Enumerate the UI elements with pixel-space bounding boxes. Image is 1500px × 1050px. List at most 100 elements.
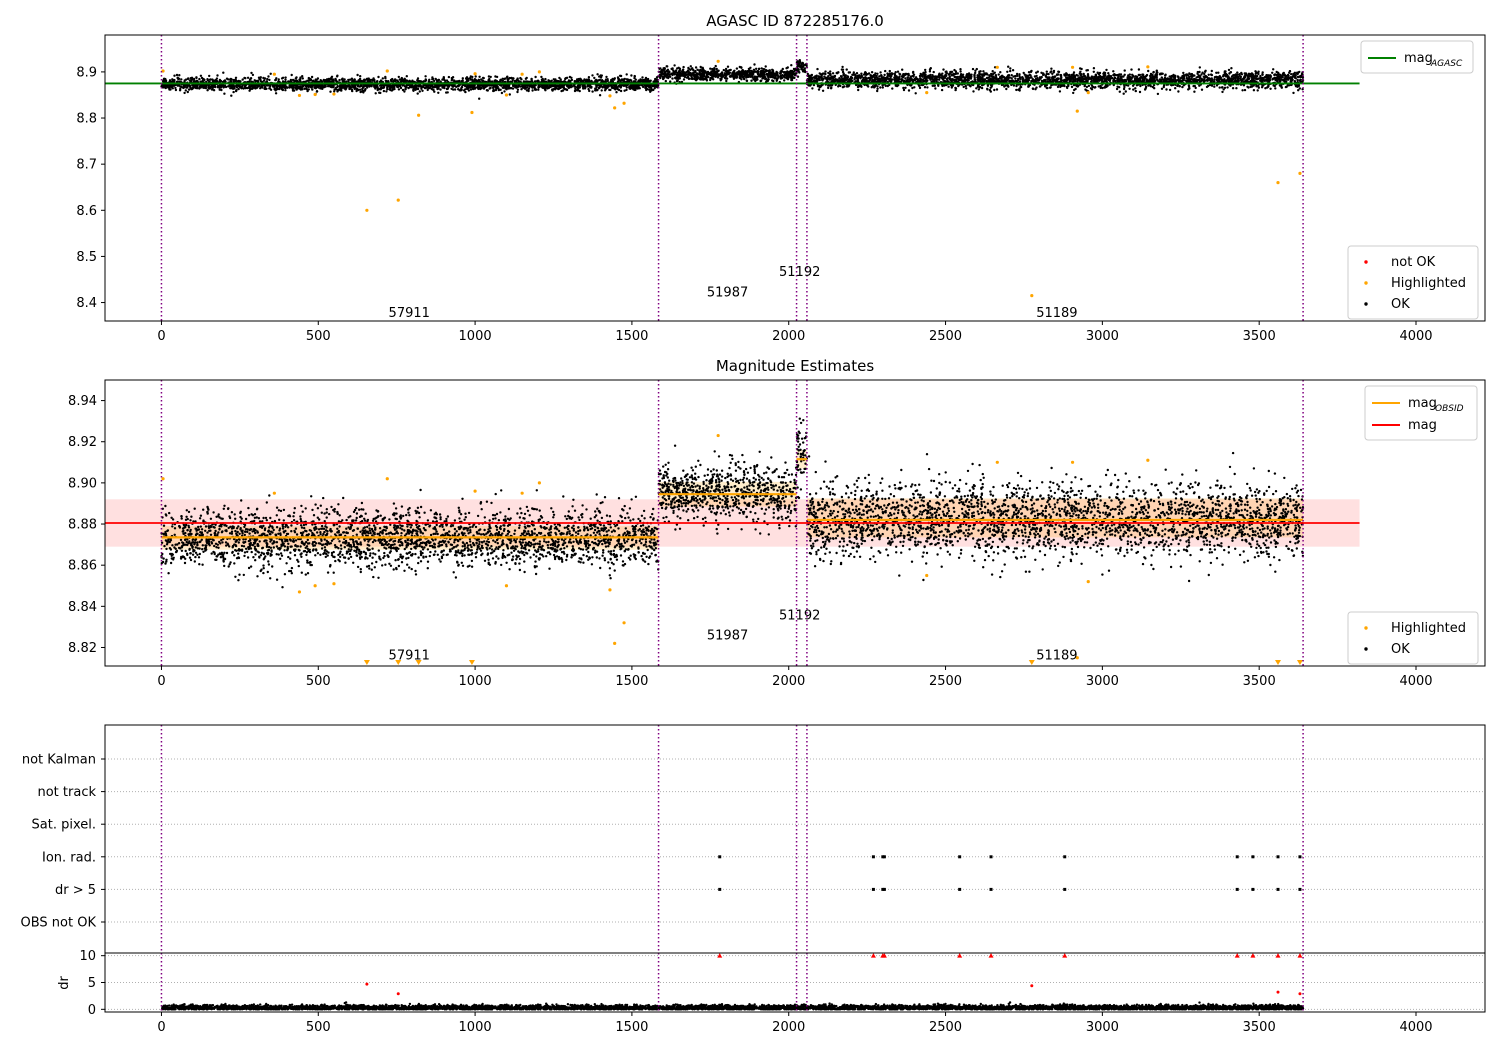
ok-point [559,78,562,81]
ok-point [830,86,833,90]
ok-point [600,89,603,92]
ok-point [1118,90,1122,93]
ok-point [593,76,596,80]
ok-point [537,85,541,89]
ok-point [432,88,435,92]
ok-point [1218,86,1221,89]
ok-point [999,71,1002,74]
ok-point [641,85,645,89]
ok-point [670,72,673,76]
ok-point [516,77,519,80]
ok-point [530,77,533,81]
ok-point [373,79,376,83]
ok-point [266,77,269,81]
ok-point [243,85,247,88]
ok-point [298,78,301,81]
ok-point [876,87,879,91]
ok-point [505,76,509,79]
ok-point [654,77,657,81]
ok-point [233,85,236,88]
ok-point [1122,87,1126,91]
ok-point [399,86,403,90]
ok-point [231,85,234,88]
ok-point [242,87,245,90]
ok-point [465,76,469,79]
ok-point [338,78,341,82]
ok-point [232,78,235,82]
ok-point [162,85,165,88]
ok-point [565,88,568,91]
ok-point [499,78,502,82]
ok-point [704,71,707,74]
ok-point [394,78,397,81]
ok-point [274,92,278,95]
ok-point [313,86,316,90]
ok-point [798,71,801,74]
ok-point [712,78,715,81]
ok-point [292,86,295,90]
ok-point [918,74,922,78]
ok-point [665,69,668,73]
ok-point [1031,87,1035,90]
ok-point [399,85,402,88]
ok-point [726,65,730,68]
ok-point [694,69,697,73]
ok-point [496,86,499,89]
ok-point [587,87,590,91]
ok-point [719,79,722,82]
ok-point [481,76,485,80]
ok-point [540,75,543,79]
ok-point [739,75,742,78]
ok-point [482,79,485,83]
ok-point [471,75,474,79]
ok-point [301,77,304,80]
ok-point [644,86,647,90]
ok-point [524,84,527,87]
ok-point [1045,86,1049,90]
ok-point [531,86,534,89]
ok-point [265,84,268,87]
ok-point [251,73,255,77]
ok-point [397,75,400,79]
ok-point [227,78,230,81]
ok-point [660,70,663,73]
ok-point [211,79,215,83]
ok-point [501,86,504,89]
ok-point [250,71,253,75]
ok-point [168,86,171,89]
ok-point [506,78,509,81]
ok-point [741,68,744,72]
ok-point [238,85,242,89]
ok-point [696,73,699,76]
ok-point [273,85,276,88]
ok-point [633,75,636,78]
ok-point [773,73,777,77]
ok-point [904,77,907,80]
ok-point [1123,69,1126,72]
ok-point [359,75,362,78]
ok-point [664,79,667,83]
ok-point [789,76,793,79]
ok-point [173,74,176,77]
ok-point [768,73,772,77]
ok-point [717,73,720,76]
ok-point [303,87,307,90]
ok-point [351,89,354,93]
ok-point [985,76,989,80]
ok-point [719,72,722,76]
ok-point [756,70,759,73]
ok-point [735,67,739,70]
ok-point [641,79,644,82]
ok-point [653,87,656,90]
ok-point [489,75,492,79]
ok-point [376,87,379,91]
ok-point [926,86,929,89]
ok-point [735,73,738,77]
ok-point [437,85,440,89]
ok-point [484,85,487,89]
ok-point [469,88,473,91]
ok-point [348,84,352,88]
ok-point [501,79,505,83]
ok-point [792,67,796,71]
ok-point [644,79,647,82]
